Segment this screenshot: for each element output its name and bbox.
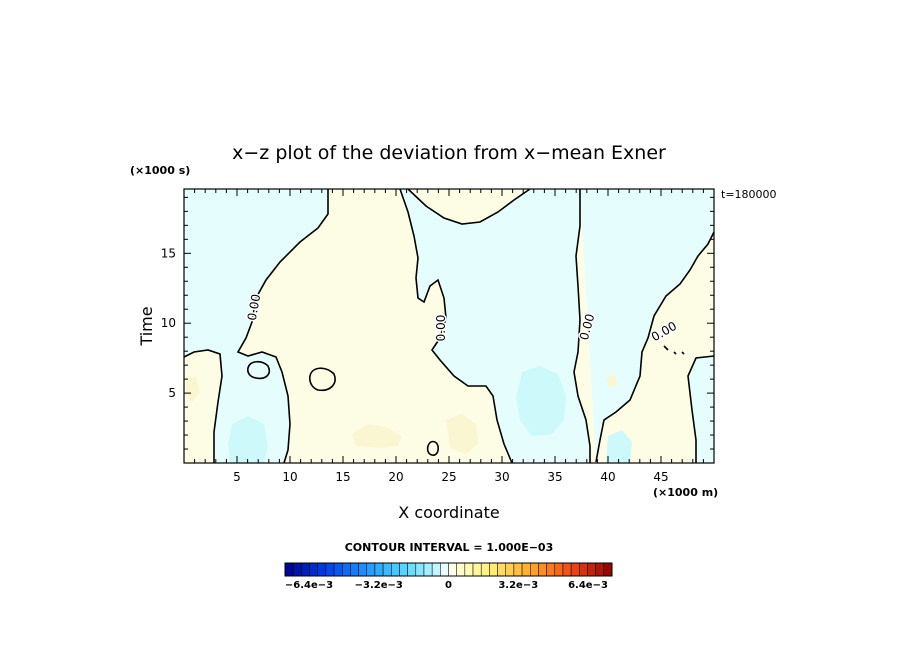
x-tick-label: 15 (335, 470, 350, 484)
negative-strong-blob-1 (516, 366, 566, 436)
x-axis: 5 10 15 20 25 30 35 40 45 (194, 189, 704, 484)
contour-fragment-1 (663, 345, 669, 351)
colorbar-cell (554, 562, 564, 577)
x-tick-label: 10 (282, 470, 297, 484)
colorbar-cell (350, 562, 359, 577)
y-axis-label: Time (137, 306, 156, 346)
positive-strong-blob-3 (186, 376, 200, 402)
contour-fragment-2 (673, 351, 677, 355)
positive-region-right (574, 189, 714, 463)
contour-line-right-band-right (595, 231, 715, 463)
x-axis-label: X coordinate (398, 503, 499, 522)
x-tick-label: 30 (494, 470, 509, 484)
colorbar-cell (448, 562, 457, 577)
colorbar-cell (595, 562, 605, 577)
y-unit-label: (×1000 s) (130, 164, 190, 177)
colorbar-cell (562, 562, 572, 577)
colorbar-cell (456, 562, 466, 577)
colorbar-cell (587, 562, 596, 577)
contour-interval-text: CONTOUR INTERVAL = 1.000E−03 (345, 541, 554, 554)
contour-line-right-band-left (573, 189, 591, 463)
x-tick-label: 45 (653, 470, 668, 484)
colorbar-cell (603, 562, 613, 577)
colorbar-cell (292, 562, 302, 577)
positive-strong-blob-1 (352, 424, 402, 448)
colorbar-cell (538, 562, 547, 577)
contour-label-1: 0.00 (245, 293, 263, 322)
y-tick-label: 5 (168, 386, 176, 400)
colorbar-cell (415, 562, 425, 577)
y-tick-label: 10 (161, 316, 176, 330)
colorbar-cell (570, 562, 580, 577)
colorbar-cell (521, 562, 531, 577)
colorbar-cell (423, 562, 433, 577)
positive-strong-blob-2 (446, 414, 478, 454)
colorbar-cell (284, 562, 294, 577)
colorbar-cell (440, 562, 449, 577)
contour-labels: 0.00 0.00 0.00 0.00 (243, 291, 680, 345)
colorbar-cell (366, 562, 376, 577)
colorbar-cell (358, 562, 368, 577)
colorbar-cell (309, 562, 318, 577)
negative-strong-blob-2 (228, 416, 268, 463)
x-tick-label: 40 (600, 470, 615, 484)
plot-area (184, 189, 714, 463)
contour-loop-2 (309, 367, 336, 392)
y-axis: 5 10 15 (161, 196, 714, 450)
colorbar-cell (530, 562, 539, 577)
colorbar-tick-label: −3.2e−3 (355, 580, 403, 591)
colorbar-cell (325, 562, 335, 577)
colorbar-cell (407, 562, 417, 577)
colorbar: −6.4e−3 −3.2e−3 0 3.2e−3 6.4e−3 (284, 562, 613, 591)
x-tick-label: 20 (388, 470, 403, 484)
contour-line-center-right (399, 188, 513, 464)
x-tick-label: 5 (233, 470, 241, 484)
positive-region-top (408, 189, 530, 224)
colorbar-cell (333, 562, 343, 577)
colorbar-cell (382, 562, 392, 577)
colorbar-cell (317, 562, 327, 577)
contour-loop-1 (247, 360, 271, 380)
contour-line-right-edge (687, 355, 715, 463)
colorbar-cell (505, 562, 515, 577)
contour-lines (183, 188, 715, 464)
colorbar-frame (284, 562, 613, 577)
colorbar-cell (489, 562, 498, 577)
colorbar-cell (464, 562, 474, 577)
x-unit-label: (×1000 m) (653, 486, 718, 499)
colorbar-cell (546, 562, 556, 577)
colorbar-tick-label: −6.4e−3 (285, 580, 333, 591)
colorbar-cell (431, 562, 441, 577)
colorbar-cell (301, 562, 310, 577)
contour-line-top (407, 188, 531, 225)
positive-strong-blob-4 (606, 374, 618, 388)
colorbar-tick-label: 6.4e−3 (568, 580, 608, 591)
colorbar-cell (391, 562, 400, 577)
contour-loop-3 (426, 440, 439, 456)
negative-strong-blob-3 (606, 430, 632, 463)
colorbar-cell (341, 562, 351, 577)
x-tick-label: 35 (547, 470, 562, 484)
y-tick-label: 15 (161, 246, 176, 260)
colorbar-cell (374, 562, 384, 577)
colorbar-cell (472, 562, 482, 577)
x-tick-label: 25 (441, 470, 456, 484)
colorbar-cell (513, 562, 523, 577)
contour-line-center-left (236, 189, 329, 464)
contour-line-left-edge (183, 349, 223, 463)
colorbar-cell (480, 562, 490, 577)
colorbar-tick-label: 3.2e−3 (498, 580, 538, 591)
contour-label-2: 0.00 (434, 315, 448, 342)
colorbar-cell (399, 562, 408, 577)
time-label: t=180000 (721, 188, 777, 201)
colorbar-cell (497, 562, 506, 577)
positive-region-center (238, 189, 512, 463)
colorbar-tick-label: 0 (445, 580, 452, 591)
colorbar-cell (579, 562, 588, 577)
contour-fragment-3 (681, 351, 685, 355)
chart-title: x−z plot of the deviation from x−mean Ex… (232, 142, 666, 164)
